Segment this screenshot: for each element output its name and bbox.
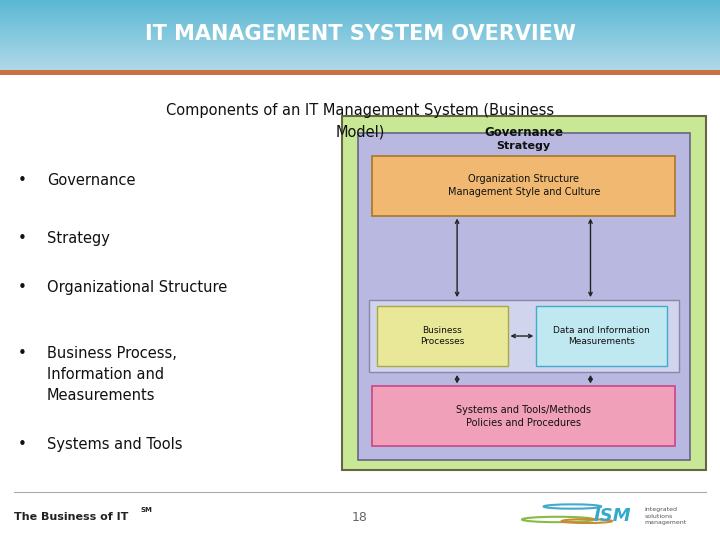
Bar	[0, 40, 720, 41]
FancyBboxPatch shape	[536, 306, 667, 366]
Bar	[0, 60, 720, 62]
Bar	[0, 8, 720, 9]
FancyBboxPatch shape	[369, 300, 679, 372]
Bar	[0, 56, 720, 57]
Bar	[0, 45, 720, 46]
Bar	[0, 22, 720, 23]
Bar	[0, 62, 720, 63]
Bar	[0, 19, 720, 20]
Text: IT MANAGEMENT SYSTEM OVERVIEW: IT MANAGEMENT SYSTEM OVERVIEW	[145, 24, 575, 44]
Bar	[0, 21, 720, 22]
Text: The Business of IT: The Business of IT	[14, 512, 129, 522]
Bar	[0, 7, 720, 8]
Bar	[0, 33, 720, 34]
Bar	[0, 52, 720, 53]
Bar	[0, 27, 720, 28]
Bar	[0, 30, 720, 31]
Text: Organization Structure
Management Style and Culture: Organization Structure Management Style …	[448, 174, 600, 198]
Bar	[0, 51, 720, 52]
Bar	[0, 5, 720, 6]
Bar	[0, 24, 720, 25]
Text: Governance: Governance	[47, 173, 135, 188]
Text: SM: SM	[140, 507, 152, 513]
Text: Business Process,
Information and
Measurements: Business Process, Information and Measur…	[47, 346, 176, 403]
Text: ISM: ISM	[594, 507, 631, 525]
Bar	[0, 28, 720, 29]
Bar	[0, 12, 720, 13]
FancyBboxPatch shape	[358, 133, 690, 461]
Text: 18: 18	[352, 511, 368, 524]
Text: Business
Processes: Business Processes	[420, 326, 464, 347]
Text: Organizational Structure: Organizational Structure	[47, 280, 227, 295]
FancyBboxPatch shape	[372, 387, 675, 446]
Bar	[0, 55, 720, 56]
Bar	[0, 26, 720, 27]
FancyBboxPatch shape	[372, 156, 675, 215]
Bar	[0, 6, 720, 7]
Text: •: •	[18, 280, 27, 295]
Bar	[0, 0, 720, 1]
Bar	[0, 69, 720, 70]
Bar	[0, 25, 720, 26]
Bar	[0, 64, 720, 65]
Bar	[0, 16, 720, 17]
Bar	[0, 43, 720, 44]
Text: integrated
solutions
management: integrated solutions management	[644, 507, 687, 525]
Bar	[0, 49, 720, 50]
Bar	[0, 41, 720, 42]
Bar	[0, 44, 720, 45]
Text: Governance: Governance	[485, 126, 563, 139]
Text: Strategy: Strategy	[47, 231, 109, 246]
Bar	[0, 68, 720, 69]
Bar	[0, 34, 720, 35]
Bar	[0, 4, 720, 5]
Bar	[0, 14, 720, 15]
Bar	[0, 13, 720, 14]
Text: Systems and Tools/Methods
Policies and Procedures: Systems and Tools/Methods Policies and P…	[456, 404, 591, 428]
Bar	[0, 1, 720, 2]
Bar	[0, 20, 720, 21]
Bar	[0, 2, 720, 3]
Bar	[0, 9, 720, 10]
Text: Strategy: Strategy	[497, 141, 551, 151]
Bar	[0, 65, 720, 66]
Bar	[0, 24, 720, 25]
FancyBboxPatch shape	[342, 116, 706, 470]
Bar	[0, 58, 720, 59]
Bar	[0, 23, 720, 24]
Bar	[0, 42, 720, 43]
Bar	[0, 63, 720, 64]
Bar	[0, 57, 720, 58]
Text: •: •	[18, 173, 27, 188]
Bar	[0, 31, 720, 32]
Bar	[0, 50, 720, 51]
Text: Systems and Tools: Systems and Tools	[47, 437, 182, 451]
Bar	[0, 37, 720, 38]
Text: Data and Information
Measurements: Data and Information Measurements	[553, 326, 649, 347]
Bar	[0, 35, 720, 36]
Bar	[0, 46, 720, 48]
Bar	[0, 15, 720, 16]
Bar	[0, 59, 720, 60]
Bar	[0, 29, 720, 30]
Bar	[0, 66, 720, 68]
Text: •: •	[18, 231, 27, 246]
Bar	[0, 18, 720, 19]
Bar	[0, 11, 720, 12]
Bar	[0, 32, 720, 33]
Bar	[0, 48, 720, 49]
Bar	[0, 53, 720, 55]
Text: •: •	[18, 437, 27, 451]
Bar	[0, 38, 720, 39]
Bar	[0, 36, 720, 37]
Bar	[0, 39, 720, 40]
FancyBboxPatch shape	[377, 306, 508, 366]
Text: •: •	[18, 346, 27, 361]
Text: Components of an IT Management System (Business
Model): Components of an IT Management System (B…	[166, 103, 554, 139]
